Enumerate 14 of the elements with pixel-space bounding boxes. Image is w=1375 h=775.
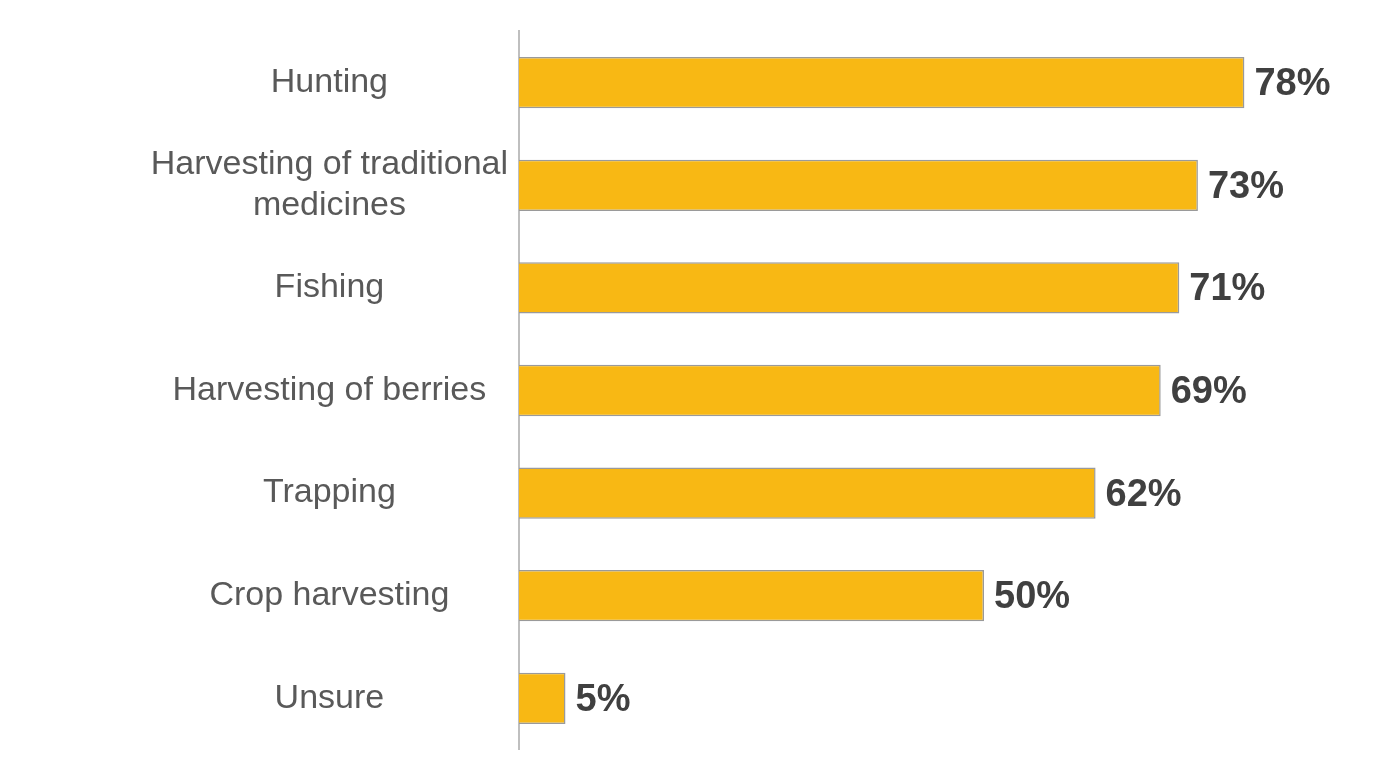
data-label: 62% [1105, 471, 1182, 514]
data-label: 71% [1189, 266, 1266, 309]
y-tick-label: Unsure [274, 676, 385, 715]
y-tick-label: Harvesting of berries [172, 368, 487, 407]
data-label: 78% [1254, 61, 1331, 104]
y-tick-label: Trapping [262, 471, 396, 510]
y-tick-label: Fishing [274, 266, 385, 305]
data-label: 73% [1207, 163, 1284, 206]
y-tick-label: Crop harvesting [209, 574, 450, 613]
data-label: 5% [575, 676, 631, 719]
data-label: 50% [994, 574, 1071, 617]
data-label: 69% [1170, 368, 1247, 411]
y-tick-label: Hunting [270, 61, 389, 100]
y-tick-label: Harvesting of traditional medicines [150, 143, 508, 223]
